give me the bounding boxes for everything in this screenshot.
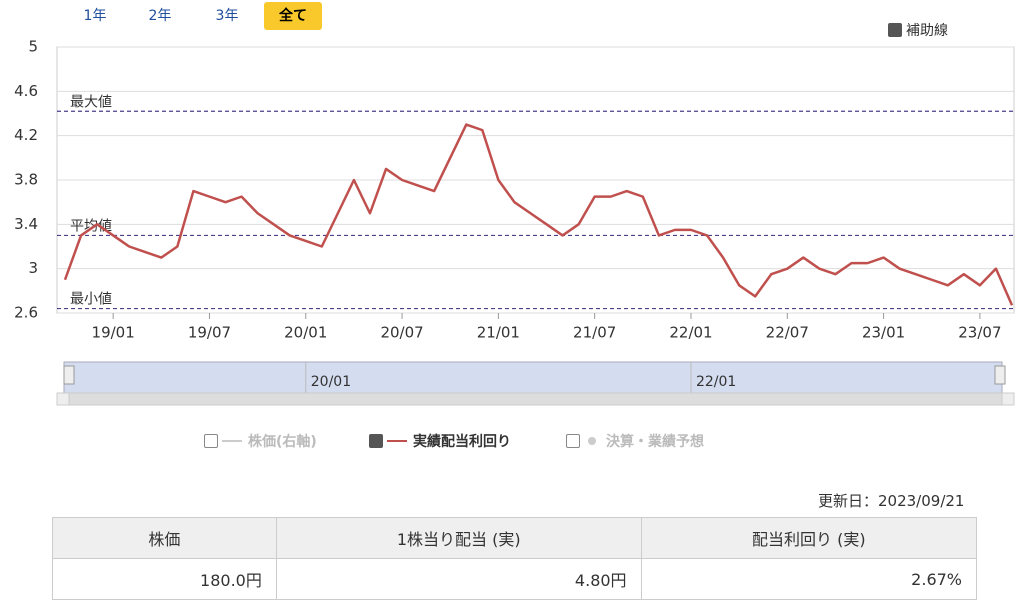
reference-label: 平均値 <box>70 218 112 234</box>
navigator-tick-label: 22/01 <box>696 374 736 390</box>
updated-date: 更新日：2023/09/21 <box>818 492 965 510</box>
y-tick-label: 3.8 <box>14 171 38 189</box>
legend-item[interactable]: 実績配当利回り <box>369 431 511 451</box>
legend-item[interactable]: 決算・業績予想 <box>566 431 704 451</box>
aux-toggle[interactable]: 補助線 <box>888 20 948 40</box>
checkbox[interactable] <box>369 434 383 448</box>
y-tick-label: 2.6 <box>14 304 38 322</box>
x-tick-label: 22/01 <box>669 324 712 342</box>
legend-swatch <box>588 437 596 445</box>
table-cell: 2.67% <box>640 558 978 600</box>
table-header: 配当利回り (実) <box>640 517 978 559</box>
checkbox[interactable] <box>888 23 902 37</box>
scrollbar-button <box>56 392 70 406</box>
y-tick-label: 3 <box>28 259 38 277</box>
series-line <box>63 123 1014 306</box>
y-tick-label: 3.4 <box>14 215 38 233</box>
legend-swatch <box>387 440 407 442</box>
table-header: 1株当り配当 (実) <box>275 517 642 559</box>
table-cell: 4.80円 <box>275 558 642 600</box>
scrollbar-button <box>1001 392 1015 406</box>
table-cell: 180.0円 <box>52 558 277 600</box>
reference-label: 最大値 <box>70 94 112 110</box>
y-tick-label: 4.2 <box>14 126 38 144</box>
summary-table: 株価 1株当り配当 (実) 配当利回り (実) 180.0円 4.80円 2.67% <box>52 517 978 600</box>
x-tick-label: 19/01 <box>92 324 135 342</box>
checkbox[interactable] <box>204 434 218 448</box>
y-tick-label: 5 <box>28 38 38 56</box>
y-tick-label: 4.6 <box>14 82 38 100</box>
navigator-tick-label: 20/01 <box>311 374 351 390</box>
range-button[interactable]: 2年 <box>148 8 172 24</box>
checkbox[interactable] <box>566 434 580 448</box>
reference-label: 最小値 <box>70 292 112 308</box>
legend-label: 株価(右軸) <box>248 434 317 450</box>
range-button[interactable]: 3年 <box>215 8 239 24</box>
x-tick-label: 23/01 <box>862 324 905 342</box>
x-tick-label: 21/07 <box>573 324 616 342</box>
range-button[interactable]: 1年 <box>83 8 107 24</box>
legend-label: 実績配当利回り <box>413 434 511 450</box>
x-tick-label: 20/07 <box>380 324 423 342</box>
x-tick-label: 23/07 <box>958 324 1001 342</box>
range-button[interactable]: 全て <box>264 2 322 30</box>
scrollbar <box>56 392 1015 406</box>
x-tick-label: 19/07 <box>188 324 231 342</box>
navigator-handle[interactable] <box>994 365 1006 385</box>
legend-item[interactable]: 株価(右軸) <box>204 431 317 451</box>
navigator-handle[interactable] <box>63 365 75 385</box>
legend-swatch <box>222 440 242 442</box>
legend-label: 決算・業績予想 <box>606 434 704 450</box>
navigator-window <box>63 361 1003 394</box>
chart: 2.6 3 3.4 3.8 4.2 4.6 5 19/01 19/07 20/01 20/07 21/… <box>14 38 1015 406</box>
table-header: 株価 <box>52 517 277 559</box>
x-tick-label: 20/01 <box>284 324 327 342</box>
x-tick-label: 22/07 <box>766 324 809 342</box>
x-tick-label: 21/01 <box>477 324 520 342</box>
aux-label: 補助線 <box>906 23 948 39</box>
